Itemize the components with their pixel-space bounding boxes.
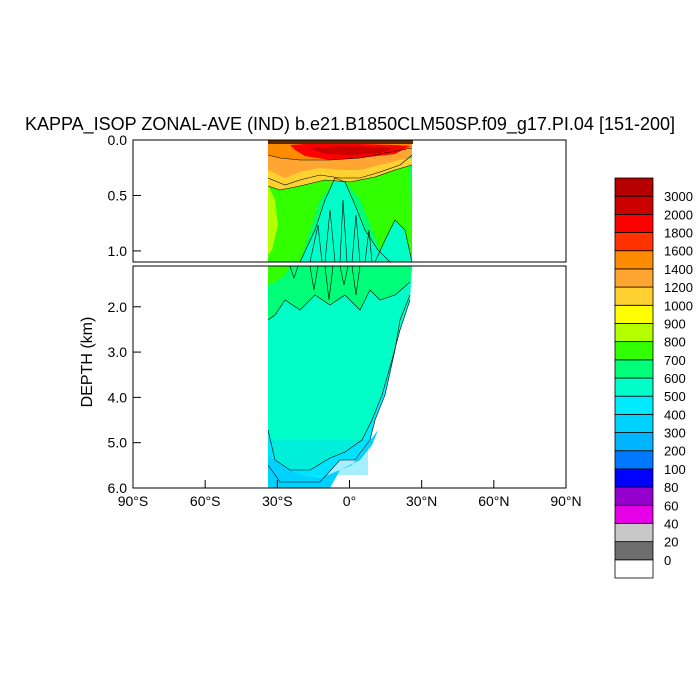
- colorbar-label: 200: [664, 444, 686, 459]
- colorbar-label: 1400: [664, 262, 693, 277]
- colorbar-swatch: [614, 377, 654, 397]
- contour-line: [267, 147, 413, 161]
- colorbar-swatch: [614, 486, 654, 506]
- y-tick-label: 2.0: [108, 299, 128, 315]
- colorbar-label: 100: [664, 462, 686, 477]
- field-900-left-upper: [268, 185, 278, 255]
- colorbar-label: 300: [664, 426, 686, 441]
- x-tick-label: 90°N: [550, 493, 581, 509]
- colorbar-label: 1000: [664, 298, 693, 313]
- y-axis-upper: 0.0 0.5 1.0: [108, 132, 141, 259]
- colorbar-label: 80: [664, 480, 678, 495]
- colorbar-swatch: [614, 523, 654, 543]
- colorbar-swatch: [614, 432, 654, 452]
- contour-line: [289, 266, 361, 301]
- contour-line: [374, 219, 413, 262]
- upper-panel-frame: [132, 139, 567, 263]
- colorbar-label: 400: [664, 407, 686, 422]
- colorbar-label: 1200: [664, 280, 693, 295]
- x-tick-label: 60°S: [190, 493, 221, 509]
- y-tick-label: 4.0: [108, 389, 128, 405]
- x-tick-label: 30°S: [262, 493, 293, 509]
- x-tick-label: 60°N: [478, 493, 509, 509]
- colorbar-label: 600: [664, 371, 686, 386]
- contour-line: [267, 281, 411, 321]
- colorbar-label: 500: [664, 389, 686, 404]
- y-axis-label: DEPTH (km): [79, 317, 96, 408]
- colorbar-label: 60: [664, 498, 678, 513]
- colorbar-swatch: [614, 413, 654, 433]
- colorbar-swatch: [614, 541, 654, 561]
- colorbar-label: 800: [664, 335, 686, 350]
- contour-line: [267, 164, 413, 191]
- field-600-lower: [268, 266, 412, 470]
- bottom-strip: [268, 440, 368, 475]
- upper-panel-contours: [267, 140, 413, 262]
- colorbar-swatch: [614, 250, 654, 270]
- field-1000-band: [268, 158, 412, 190]
- field-400-bottom: [268, 430, 378, 488]
- colorbar-label: 3000: [664, 189, 693, 204]
- y-tick-label: 5.0: [108, 435, 128, 451]
- contour-line: [299, 177, 391, 262]
- contour-line: [309, 199, 373, 262]
- field-800-900-upper: [268, 165, 412, 262]
- colorbar-swatch: [614, 177, 654, 197]
- y-axis-lower: 2.0 3.0 4.0 5.0 6.0: [108, 299, 141, 496]
- field-700-lower: [268, 266, 412, 320]
- colorbar-swatch: [614, 359, 654, 379]
- contour-line: [267, 154, 413, 186]
- colorbar-swatch: [614, 504, 654, 524]
- field-600-side-upper: [375, 220, 412, 262]
- field-800-left-lower: [268, 266, 290, 285]
- field-3000-core: [310, 146, 395, 155]
- contour-line: [267, 294, 411, 483]
- colorbar-swatch: [614, 341, 654, 361]
- x-tick-label: 0°: [343, 493, 356, 509]
- colorbar-label: 900: [664, 316, 686, 331]
- x-tick-label: 90°S: [118, 493, 149, 509]
- colorbar-swatch: [614, 304, 654, 324]
- surface-strip: [268, 140, 413, 144]
- lower-panel-contours: [267, 266, 412, 488]
- y-tick-label: 3.0: [108, 344, 128, 360]
- colorbar-label: 0: [664, 553, 671, 568]
- colorbar-label: 40: [664, 516, 678, 531]
- contour-line: [267, 299, 411, 471]
- colorbar-swatch: [614, 395, 654, 415]
- y-tick-label: 0.0: [108, 132, 128, 148]
- y-tick-label: 1.0: [108, 243, 128, 259]
- colorbar-label: 1800: [664, 226, 693, 241]
- chart-title: KAPPA_ISOP ZONAL-AVE (IND) b.e21.B1850CL…: [25, 114, 675, 135]
- colorbar: 0 20 40 60 80 100 200 300 400 500 600 700 800 900 1000…: [614, 177, 693, 579]
- colorbar-swatch: [614, 450, 654, 470]
- colorbar-swatch: [614, 323, 654, 343]
- contour-lines-upper: [267, 147, 413, 262]
- colorbar-label: 20: [664, 535, 678, 550]
- colorbar-swatch: [614, 232, 654, 252]
- colorbar-label: 1600: [664, 244, 693, 259]
- x-tick-label: 30°N: [406, 493, 437, 509]
- colorbar-label: 700: [664, 353, 686, 368]
- colorbar-swatch: [614, 195, 654, 215]
- y-tick-label: 6.0: [108, 480, 128, 496]
- colorbar-swatch: [614, 268, 654, 288]
- colorbar-swatch: [614, 213, 654, 233]
- y-tick-label: 0.5: [108, 187, 128, 203]
- x-axis: 90°S 60°S 30°S 0° 30°N 60°N 90°N: [118, 480, 582, 509]
- contour-lines-lower: [267, 266, 411, 483]
- colorbar-swatch: [614, 559, 654, 579]
- colorbar-label: 2000: [664, 207, 693, 222]
- colorbar-swatch: [614, 468, 654, 488]
- colorbar-swatch: [614, 286, 654, 306]
